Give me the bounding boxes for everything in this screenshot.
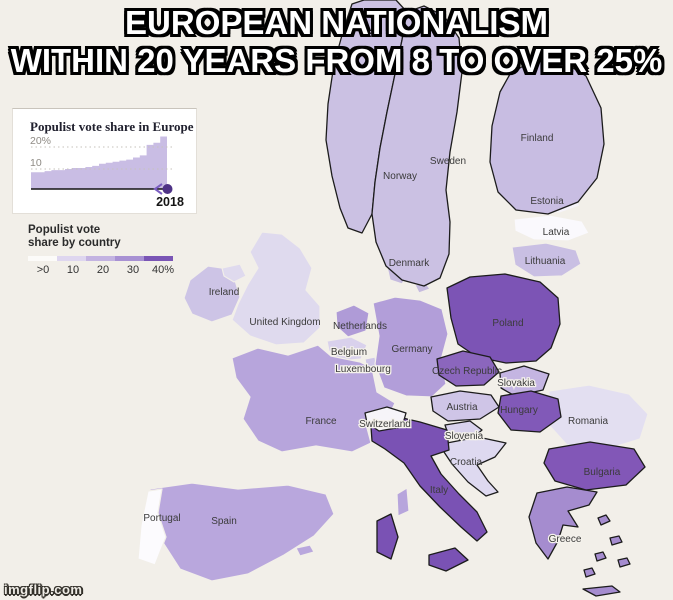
sardinia-island [376,513,399,560]
label-belgium: Belgium [331,347,367,358]
label-hungary: Hungary [500,405,538,416]
country-finland [489,59,605,215]
country-spain [149,482,335,582]
legend-swatch-1 [28,256,57,261]
legend-tick: 40% [151,264,175,276]
country-slovakia [499,365,550,397]
end-arrow-icon [153,183,163,195]
populist-trend-chart-card: Populist vote share in Europe 20% 10 201… [12,108,197,214]
trend-chart: Populist vote share in Europe 20% 10 201… [30,119,194,209]
country-italy [370,415,488,542]
legend-tick: 10 [66,264,80,276]
corsica-island [396,487,410,517]
country-portugal [137,488,167,566]
country-labels: Norway Sweden Finland Estonia Latvia Lit… [143,133,621,546]
legend-tick: 20 [96,264,110,276]
label-switzerland: Switzerland [359,419,411,430]
label-latvia: Latvia [543,227,570,238]
country-slovenia [444,420,483,442]
country-croatia [443,436,507,497]
legend-title-line2: share by country [28,237,121,249]
label-poland: Poland [492,318,523,329]
label-france: France [305,416,337,427]
country-belgium [326,336,368,362]
chart-title: Populist vote share in Europe [30,119,194,134]
country-netherlands [335,304,370,338]
legend-tick-labels: >0 10 20 30 40% [28,264,178,276]
label-ireland: Ireland [209,287,240,298]
country-romania [548,384,649,451]
legend-swatch-5 [144,256,173,261]
label-luxembourg: Luxembourg [335,364,391,375]
country-lithuania [511,242,582,278]
gridline-label-20: 20% [30,135,51,147]
legend-title-line1: Populist vote [28,224,101,236]
label-greece: Greece [549,534,582,545]
country-austria [430,390,500,422]
end-marker-dot [162,184,173,194]
country-czech-republic [436,350,500,387]
label-estonia: Estonia [530,196,564,207]
label-italy: Italy [430,485,448,496]
sicily-island [428,547,469,572]
country-greece [528,486,598,560]
greek-islands [582,514,631,597]
northern-ireland [221,263,247,283]
label-denmark: Denmark [389,258,431,269]
label-netherlands: Netherlands [333,321,387,332]
country-latvia [513,214,590,242]
label-germany: Germany [391,344,432,355]
legend-tick: 30 [126,264,140,276]
country-sweden [371,5,463,287]
gridline-label-10: 10 [30,157,42,169]
country-hungary [497,390,562,433]
legend-swatch-3 [86,256,115,261]
country-germany [372,296,449,398]
label-portugal: Portugal [143,513,180,524]
end-year-label: 2018 [156,195,184,209]
label-sweden: Sweden [430,156,466,167]
balearic-islands [295,544,315,557]
label-lithuania: Lithuania [525,256,566,267]
country-bulgaria [543,441,646,491]
legend-tick: >0 [36,264,50,276]
label-czech-republic: Czech Republic [432,366,502,377]
meme-caption-line2: WITHIN 20 YEARS FROM 8 TO OVER 25% [10,42,663,79]
label-united-kingdom: United Kingdom [249,317,320,328]
label-finland: Finland [521,133,554,144]
label-romania: Romania [568,416,608,427]
trend-area [31,136,167,189]
label-austria: Austria [446,402,478,413]
meme-caption-line1: EUROPEAN NATIONALISM [125,4,548,41]
label-slovakia: Slovakia [497,378,535,389]
country-poland [446,273,561,364]
country-united-kingdom [231,231,321,346]
legend-swatch-2 [57,256,86,261]
meme-caption: EUROPEAN NATIONALISM WITHIN 20 YEARS FRO… [0,4,673,80]
label-spain: Spain [211,516,237,527]
legend-swatch-4 [115,256,144,261]
legend-color-ramp [28,256,173,261]
imgflip-watermark: imgflip.com [4,582,83,597]
country-switzerland [364,406,407,432]
label-slovenia: Slovenia [445,431,484,442]
label-bulgaria: Bulgaria [584,467,621,478]
choropleth-legend: Populist vote share by country >0 10 20 … [28,224,178,276]
label-croatia: Croatia [450,457,483,468]
label-norway: Norway [383,171,417,182]
